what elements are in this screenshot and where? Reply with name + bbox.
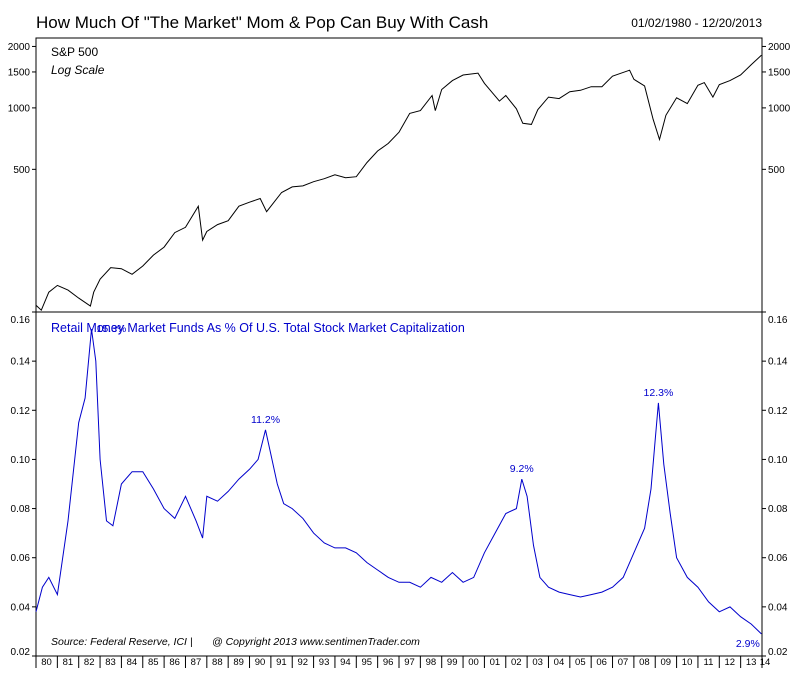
xtick-label: 02 (511, 657, 522, 668)
xtick-label: 99 (447, 657, 458, 668)
mmf-title: Retail Money Market Funds As % Of U.S. T… (51, 321, 465, 335)
xtick-label: 97 (404, 657, 415, 668)
xtick-label: 89 (233, 657, 244, 668)
xtick-label: 10 (682, 657, 693, 668)
xtick-label: 14 (760, 657, 771, 668)
sp500-axes: 500 500 1000 1000 1500 1500 2000 2000 (8, 42, 791, 176)
xtick-label: 13 (746, 657, 757, 668)
mmf-ytick-right-label: 0.12 (768, 406, 788, 417)
date-range: 01/02/1980 - 12/20/2013 (631, 16, 762, 30)
mmf-ytick-left-label: 0.12 (11, 406, 31, 417)
mmf-ytick-left-label: 0.06 (11, 553, 31, 564)
xtick-label: 12 (725, 657, 736, 668)
sp500-ytick-left-label: 2000 (8, 42, 31, 53)
mmf-annotation-label: 15.3% (97, 323, 127, 335)
x-axis: 80 81 82 83 84 85 86 87 88 89 90 91 92 93 94 95 96 97 98 99… (35, 656, 771, 668)
mmf-ytick-right-label: 0.14 (768, 357, 788, 368)
sp500-panel-frame (35, 37, 763, 313)
xtick-label: 98 (426, 657, 437, 668)
sp500-ytick-right-label: 500 (768, 165, 785, 176)
source-note: Source: Federal Reserve, ICI | (51, 636, 193, 648)
copyright-note: @ Copyright 2013 www.sentimenTrader.com (212, 636, 420, 648)
mmf-ytick-left-label: 0.02 (11, 647, 31, 658)
sp500-subtitle: Log Scale (51, 63, 105, 77)
xtick-label: 00 (468, 657, 479, 668)
xtick-label: 86 (169, 657, 180, 668)
xtick-label: 09 (660, 657, 671, 668)
xtick-label: 81 (63, 657, 74, 668)
xtick-label: 05 (575, 657, 586, 668)
mmf-ytick-left-label: 0.10 (11, 455, 31, 466)
mmf-annotation-label: 11.2% (251, 414, 280, 426)
sp500-title: S&P 500 (51, 45, 98, 59)
mmf-ytick-right-label: 0.06 (768, 553, 788, 564)
xtick-label: 82 (84, 657, 95, 668)
xtick-label: 88 (212, 657, 223, 668)
mmf-ytick-left-label: 0.14 (11, 357, 31, 368)
sp500-ytick-left-label: 500 (13, 165, 30, 176)
mmf-ytick-right-label: 0.02 (768, 647, 788, 658)
mmf-panel-frame (35, 311, 763, 657)
mmf-ytick-right-label: 0.08 (768, 504, 788, 515)
xtick-label: 84 (127, 657, 138, 668)
xtick-label: 95 (362, 657, 373, 668)
mmf-series-line (35, 329, 762, 635)
xtick-label: 93 (319, 657, 330, 668)
xtick-label: 92 (297, 657, 308, 668)
mmf-annotations: 15.3% 11.2% 9.2% 12.3% 2.9% (97, 323, 760, 650)
xtick-label: 80 (41, 657, 52, 668)
sp500-ytick-right-label: 1500 (768, 67, 791, 78)
xtick-label: 03 (532, 657, 543, 668)
mmf-ytick-right-label: 0.16 (768, 315, 788, 326)
sp500-ytick-right-label: 1000 (768, 103, 791, 114)
mmf-ytick-right-label: 0.10 (768, 455, 788, 466)
sp500-ytick-left-label: 1500 (8, 67, 31, 78)
sp500-series-line (35, 54, 762, 312)
mmf-axes: 0.02 0.02 0.04 0.04 0.06 0.06 0.08 0.08 0.10 0.10… (11, 311, 788, 658)
xtick-label: 85 (148, 657, 159, 668)
xtick-label: 08 (639, 657, 650, 668)
mmf-ytick-left-label: 0.04 (11, 602, 31, 613)
mmf-ytick-left-label: 0.08 (11, 504, 31, 515)
sp500-ytick-right-label: 2000 (768, 42, 791, 53)
xtick-label: 04 (554, 657, 565, 668)
mmf-annotation-label: 9.2% (510, 463, 534, 475)
mmf-annotation-label: 12.3% (644, 387, 674, 399)
mmf-ytick-left-label: 0.16 (11, 315, 31, 326)
chart-title: How Much Of "The Market" Mom & Pop Can B… (36, 13, 488, 32)
xtick-label: 87 (191, 657, 202, 668)
mmf-annotation-label: 2.9% (736, 638, 760, 650)
xtick-label: 07 (618, 657, 629, 668)
xtick-label: 01 (490, 657, 501, 668)
xtick-label: 90 (255, 657, 266, 668)
sp500-ytick-left-label: 1000 (8, 103, 31, 114)
xtick-label: 91 (276, 657, 287, 668)
xtick-label: 94 (340, 657, 351, 668)
xtick-label: 11 (704, 657, 714, 668)
xtick-label: 83 (105, 657, 116, 668)
xtick-label: 96 (383, 657, 394, 668)
xtick-label: 06 (596, 657, 607, 668)
mmf-ytick-right-label: 0.04 (768, 602, 788, 613)
